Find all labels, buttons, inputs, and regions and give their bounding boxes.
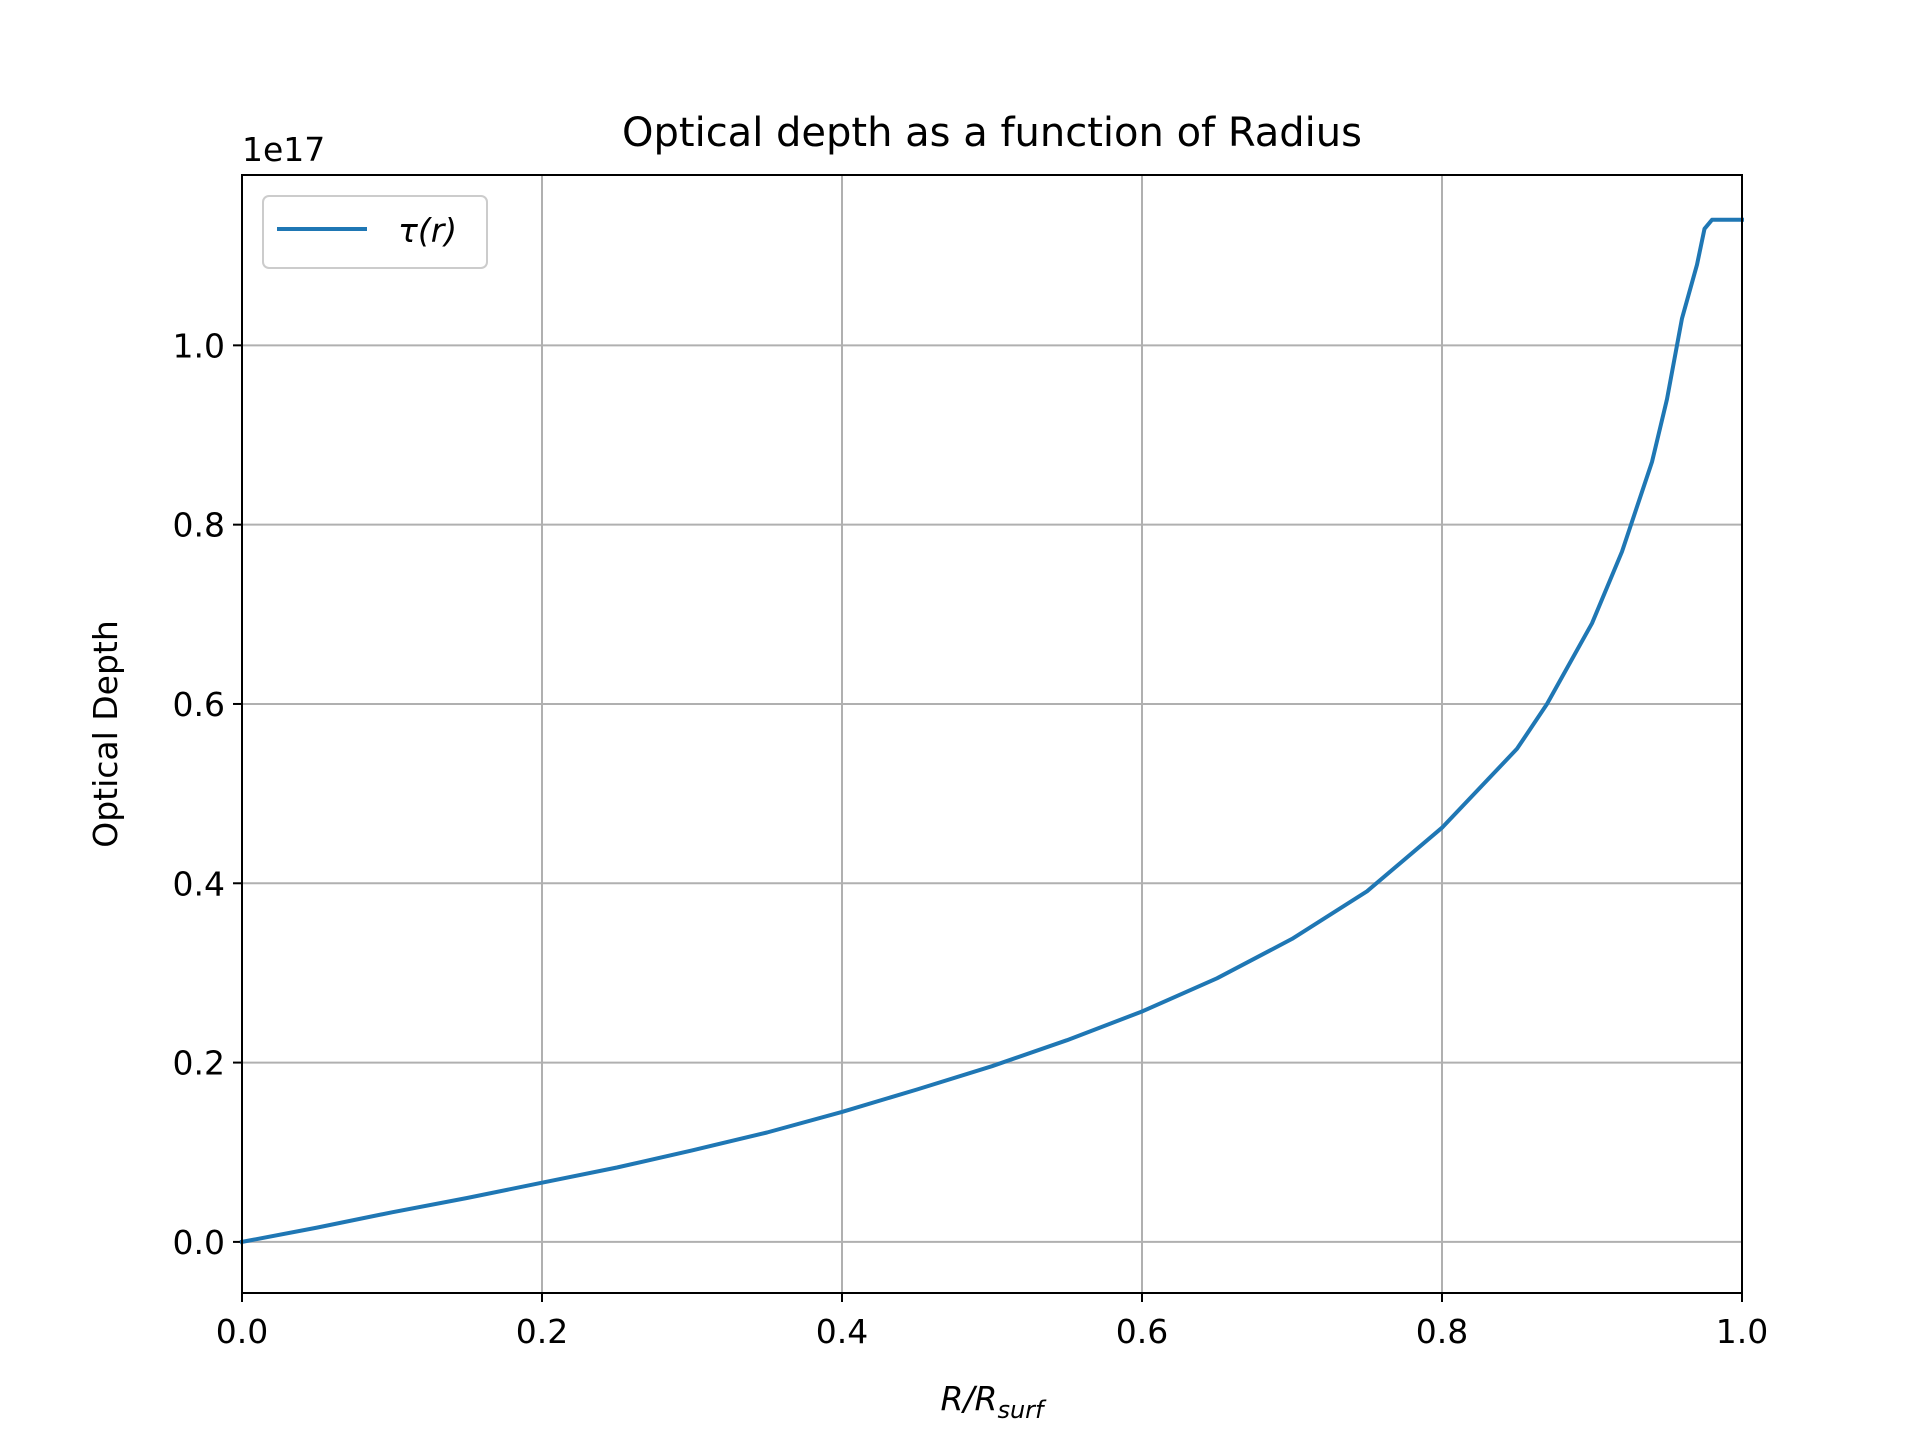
y-axis-label: Optical Depth (86, 620, 125, 848)
series-layer (239, 217, 1744, 1245)
y-tick-label: 0.0 (173, 1223, 225, 1262)
y-tick-label: 1.0 (173, 326, 225, 365)
ticks: 0.0 0.2 0.4 0.6 0.8 1.0 0.0 0.2 0.4 0.6 0.8 1.0 (173, 326, 1769, 1351)
y-tick-label: 0.6 (173, 685, 225, 724)
y-tick-label: 0.2 (173, 1044, 225, 1083)
y-tick-label: 0.8 (173, 506, 225, 545)
x-tick-label: 0.2 (516, 1312, 568, 1351)
legend-label: τ(r) (398, 211, 457, 250)
x-axis-label-sub: surf (997, 1396, 1047, 1424)
chart-title: Optical depth as a function of Radius (622, 110, 1362, 156)
grid (241, 175, 1743, 1293)
series-line (239, 217, 1744, 1245)
x-axis-label: R/Rsurf (940, 1379, 1047, 1424)
axes-frame (241, 174, 1743, 1294)
x-tick-label: 0.4 (816, 1312, 868, 1351)
x-tick-label: 1.0 (1716, 1312, 1768, 1351)
x-tick-label: 0.6 (1116, 1312, 1168, 1351)
y-tick-label: 0.4 (173, 864, 225, 903)
legend-box (262, 195, 488, 269)
y-offset-text: 1e17 (242, 130, 325, 169)
legend: τ(r) (262, 195, 488, 269)
x-tick-label: 0.8 (1416, 1312, 1468, 1351)
x-tick-label: 0.0 (216, 1312, 268, 1351)
x-axis-label-main: R/R (940, 1379, 997, 1418)
